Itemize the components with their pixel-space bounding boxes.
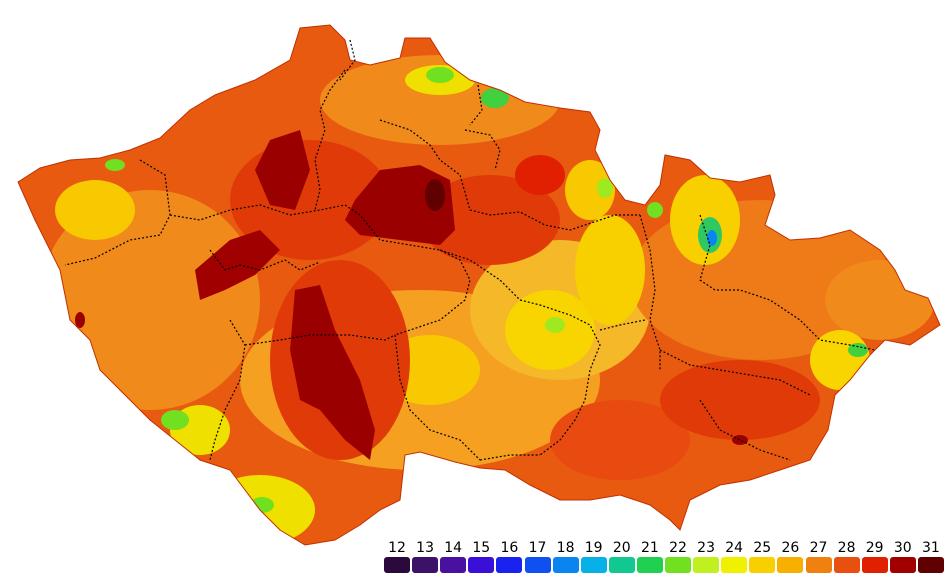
legend-label: 12 — [388, 540, 406, 556]
legend-label: 31 — [921, 540, 940, 556]
legend-swatch — [721, 557, 748, 573]
legend-swatch — [777, 557, 804, 573]
legend-label: 21 — [640, 540, 659, 556]
legend-label: 29 — [865, 540, 884, 556]
legend-swatch — [889, 557, 916, 573]
legend-swatch — [805, 557, 832, 573]
legend-swatch — [749, 557, 776, 573]
legend-swatch — [665, 557, 691, 573]
legend-label: 27 — [809, 540, 828, 556]
legend-swatch — [608, 557, 635, 573]
legend-label: 26 — [781, 540, 800, 556]
legend-swatch — [384, 557, 410, 573]
legend-label: 22 — [669, 540, 687, 556]
legend-swatch — [917, 557, 944, 573]
legend-label: 25 — [753, 540, 772, 556]
legend-label: 28 — [837, 540, 856, 556]
legend-swatch — [833, 557, 860, 573]
legend-label: 30 — [893, 540, 912, 556]
legend-swatch — [552, 557, 579, 573]
legend-label: 18 — [556, 540, 575, 556]
legend-label: 20 — [612, 540, 631, 556]
legend-swatch — [440, 557, 467, 573]
legend-swatch — [496, 557, 523, 573]
legend-label: 17 — [528, 540, 547, 556]
legend-label: 23 — [697, 540, 715, 556]
color-scale-legend: 12 13 14 15 16 17 18 19 20 21 22 23 24 25 26 27 28 29 30 31 — [383, 540, 945, 576]
legend-swatch — [693, 557, 720, 573]
legend-label: 15 — [472, 540, 491, 556]
legend-swatch — [861, 557, 888, 573]
legend-swatch — [580, 557, 607, 573]
legend-swatch — [468, 557, 495, 573]
legend-swatch — [636, 557, 663, 573]
legend-swatch — [524, 557, 551, 573]
legend-label: 16 — [500, 540, 519, 556]
legend-swatch — [412, 557, 439, 573]
legend-label: 14 — [444, 540, 463, 556]
legend-label: 13 — [416, 540, 434, 556]
legend-label: 24 — [725, 540, 744, 556]
legend-label: 19 — [584, 540, 603, 556]
